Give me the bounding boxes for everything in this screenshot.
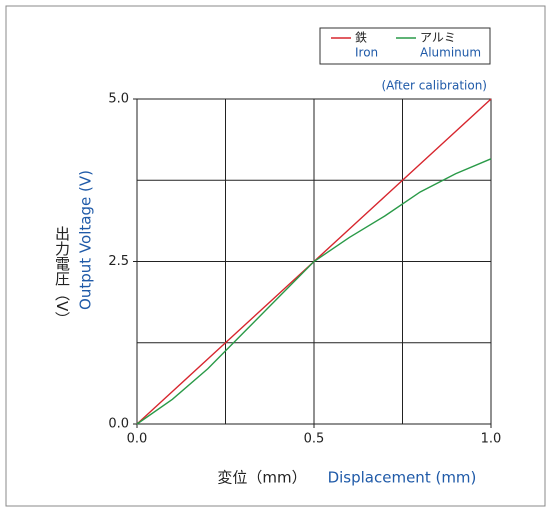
- legend-label-en: Iron: [355, 46, 378, 60]
- legend-label: アルミ: [420, 31, 456, 45]
- y-label-en: Output Voltage (V): [77, 170, 95, 310]
- legend-label-en: Aluminum: [420, 46, 481, 60]
- legend-box: [319, 27, 491, 65]
- annotation: (After calibration): [381, 79, 487, 93]
- y-tick-label: 2.5: [108, 254, 129, 269]
- legend-label: 鉄: [355, 30, 367, 45]
- x-label: 変位（mm）: [217, 469, 306, 487]
- x-tick-label: 1.0: [481, 432, 502, 447]
- x-tick-label: 0.0: [127, 432, 148, 447]
- x-tick-label: 0.5: [304, 432, 325, 447]
- y-tick-label: 0.0: [108, 417, 129, 432]
- y-tick-label: 5.0: [108, 92, 129, 107]
- frame: [5, 5, 546, 507]
- series-line: [136, 158, 492, 425]
- y-label: 出力電圧（V）: [53, 226, 71, 326]
- x-label-en: Displacement (mm): [328, 469, 477, 487]
